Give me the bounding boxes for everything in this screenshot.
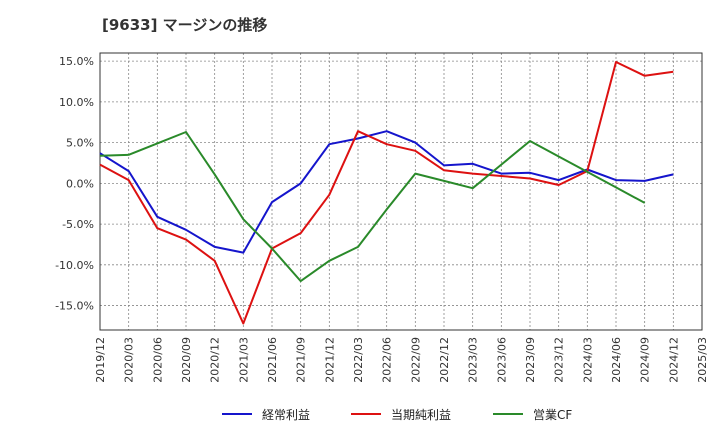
x-tick-label: 2019/12 [94, 337, 107, 383]
x-tick-label: 2023/12 [553, 337, 566, 383]
x-tick-label: 2023/09 [524, 337, 537, 383]
y-tick-label: 5.0% [66, 137, 94, 150]
x-tick-label: 2020/06 [151, 337, 164, 383]
x-tick-label: 2022/12 [438, 337, 451, 383]
legend-label-1: 経常利益 [262, 408, 310, 422]
x-tick-label: 2022/03 [352, 337, 365, 383]
legend-label-3: 営業CF [533, 408, 572, 422]
x-tick-label: 2023/06 [495, 337, 508, 383]
legend: 経常利益 当期純利益 営業CF [222, 408, 572, 422]
x-tick-label: 2021/09 [295, 337, 308, 383]
series-line-2 [99, 61, 674, 325]
x-tick-label: 2020/09 [180, 337, 193, 383]
series-layer [99, 61, 674, 325]
y-tick-label: 0.0% [66, 177, 94, 190]
x-tick-label: 2020/12 [209, 337, 222, 383]
y-tick-label: -10.0% [55, 259, 94, 272]
x-tick-label: 2021/12 [323, 337, 336, 383]
series-line-1 [99, 130, 674, 254]
y-tick-label: -15.0% [55, 300, 94, 313]
y-tick-label: 10.0% [59, 96, 94, 109]
y-tick-label: 15.0% [59, 55, 94, 68]
x-tick-label: 2022/09 [409, 337, 422, 383]
x-tick-label: 2021/06 [266, 337, 279, 383]
chart-title: [9633] マージンの推移 [102, 16, 268, 34]
x-tick-label: 2021/03 [237, 337, 250, 383]
x-tick-label: 2023/03 [467, 337, 480, 383]
series-line-3 [99, 131, 646, 283]
y-tick-label: -5.0% [62, 218, 94, 231]
x-tick-label: 2024/12 [667, 337, 680, 383]
x-tick-label: 2022/06 [381, 337, 394, 383]
plot-area-border [99, 52, 703, 331]
legend-label-2: 当期純利益 [391, 408, 451, 422]
grid-layer [100, 53, 702, 330]
x-tick-label: 2024/03 [581, 337, 594, 383]
x-tick-label: 2024/09 [639, 337, 652, 383]
x-tick-label: 2024/06 [610, 337, 623, 383]
axis-layer: 2019/12 2020/03 2020/06 2020/09 2020/12 2021/… [55, 52, 709, 383]
x-tick-label: 2025/03 [696, 337, 709, 383]
x-tick-label: 2020/03 [123, 337, 136, 383]
